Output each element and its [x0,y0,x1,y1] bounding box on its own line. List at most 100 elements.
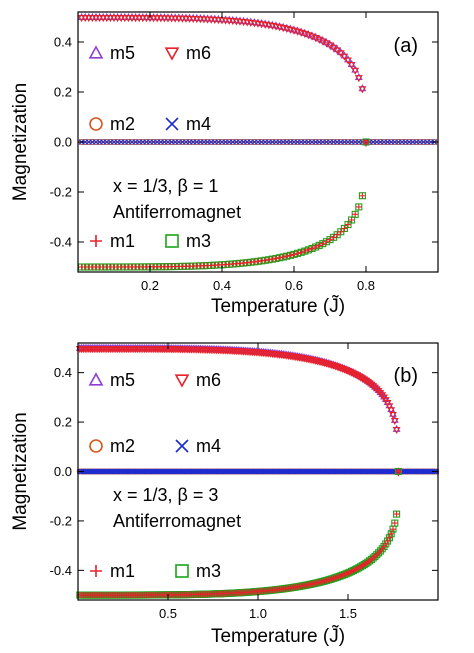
annotation-text: Antiferromagnet [113,511,241,531]
point-m2 [132,138,139,146]
x-tick-label: 0.6 [285,278,303,293]
point-m2 [254,138,262,146]
point-m2 [150,138,157,146]
point-m5 [351,65,360,73]
legend-marker-m2 [89,439,103,453]
point-m2 [305,138,312,146]
point-m1 [393,511,400,518]
legend-marker-m5 [88,45,104,59]
point-m5 [318,36,327,44]
point-m2 [280,138,287,146]
point-m2 [247,138,254,146]
point-m2 [161,138,168,146]
point-m1 [319,240,326,247]
legend-marker-m3 [175,564,189,578]
point-m2 [416,138,424,146]
legend-label-m5: m5 [110,43,135,63]
legend-marker-m1 [90,235,102,247]
point-m1 [327,236,333,243]
point-m2 [233,138,240,146]
point-m1 [352,211,359,218]
point-m2 [211,138,218,146]
legend-item-m4: m4 [175,436,221,456]
y-tick-label: -0.2 [50,185,72,200]
legend-marker-m4 [165,117,179,131]
point-m1 [341,225,348,232]
x-tick-label: 0.5 [159,606,177,621]
legend-item-m6: m6 [164,43,211,63]
point-m5 [326,40,334,48]
point-m6 [385,403,394,411]
point-m1 [384,538,391,545]
point-m2 [344,138,352,146]
plot-area [75,343,440,599]
x-axis-label: Temperature (J̃) [211,295,345,317]
legend-item-m1: m1 [90,561,135,581]
point-m1 [305,246,312,253]
point-m2 [200,138,208,146]
point-m6 [372,386,381,394]
point-m2 [190,138,197,146]
y-tick-label: -0.4 [50,563,72,578]
point-m1 [359,192,366,199]
point-m1 [287,252,294,259]
point-m2 [251,138,258,146]
point-m2 [323,138,330,146]
annotation-text: x = 1/3, β = 1 [113,176,218,196]
point-m2 [308,138,316,146]
point-m1 [348,216,355,223]
series-m4 [78,139,438,145]
y-tick-label: 0.0 [54,135,72,150]
legend-marker-m6 [164,47,180,61]
point-m2 [118,138,125,146]
point-m2 [384,138,391,146]
point-m2 [276,138,283,146]
legend-label-m3: m3 [196,561,221,581]
annotation-text: x = 1/3, β = 3 [113,485,218,505]
point-m2 [85,138,92,146]
point-m2 [406,138,413,146]
legend-item-m1: m1 [90,231,135,251]
point-m2 [301,138,308,146]
y-tick-label: 0.2 [54,415,72,430]
point-m1 [280,253,287,260]
legend-marker-m3 [165,234,179,248]
legend-label-m1: m1 [110,561,135,581]
y-axis-label: Magnetization [10,412,31,530]
point-m6 [371,384,379,392]
point-m2 [240,138,247,146]
point-m2 [398,138,406,146]
point-m2 [236,138,244,146]
point-m2 [222,138,229,146]
point-m2 [172,138,179,146]
point-m6 [390,417,399,426]
legend-label-m1: m1 [110,231,135,251]
y-tick-label: -0.4 [50,235,72,250]
point-m1 [294,250,301,257]
point-m2 [409,138,416,146]
x-tick-label: 1.0 [249,606,267,621]
point-m5 [322,38,331,46]
point-m1 [345,221,351,228]
point-m1 [391,520,398,527]
point-m2 [229,138,236,146]
point-m1 [355,203,362,210]
point-m2 [316,138,323,146]
point-m6 [392,426,401,435]
point-m1 [388,530,395,537]
point-m2 [89,138,96,146]
point-m6 [347,62,356,70]
legend-item-m4: m4 [165,114,211,134]
y-axis-label: Magnetization [10,83,31,201]
point-m2 [355,138,362,146]
point-m5 [347,59,356,67]
point-m2 [179,138,186,146]
legend-label-m4: m4 [196,436,221,456]
point-m2 [125,138,132,146]
point-m2 [348,138,355,146]
panel-label: (b) [394,365,418,387]
legend-item-m2: m2 [89,436,135,456]
panel-b: 0.5 1.0 1.5 0.4 0.2 0.0 -0.2 -0.4 Magnetization T… [10,342,440,647]
point-m6 [351,67,360,75]
